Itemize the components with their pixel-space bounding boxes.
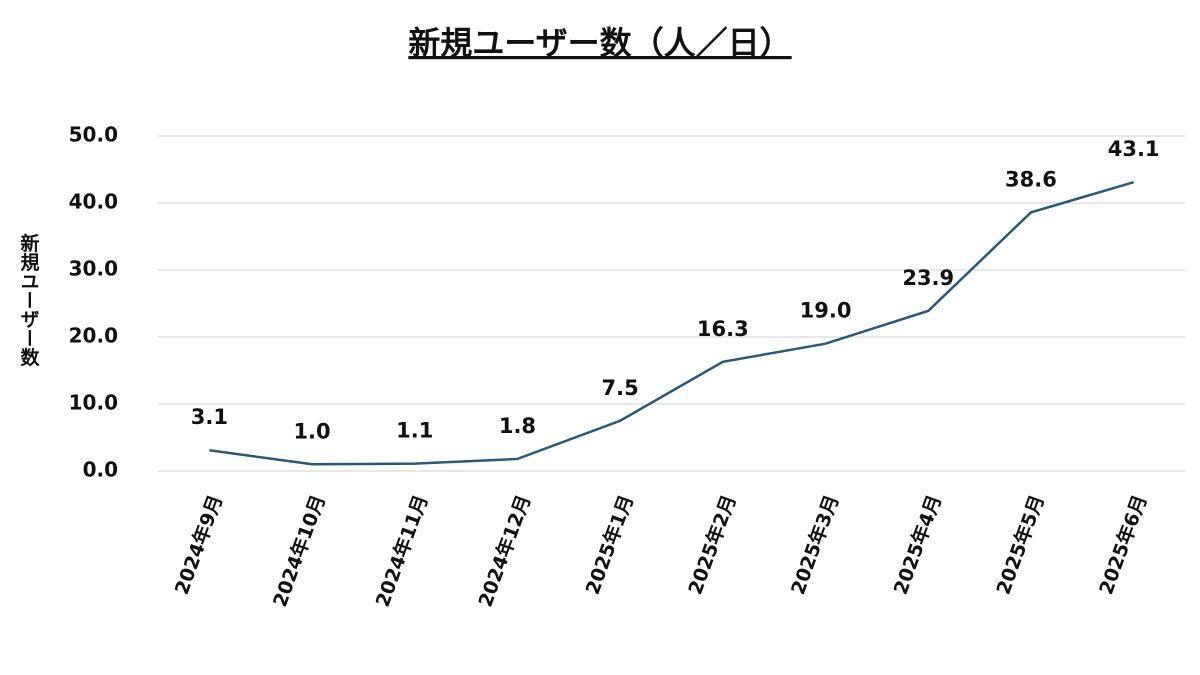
- y-axis-label: 新規ユーザー数: [18, 232, 40, 367]
- x-tick-label: 2024年9月: [170, 492, 227, 598]
- data-label: 1.0: [293, 419, 330, 443]
- x-tick-label: 2025年3月: [786, 492, 843, 598]
- y-tick-label: 50.0: [69, 123, 118, 147]
- y-tick-label: 30.0: [69, 257, 118, 281]
- data-label: 43.1: [1108, 137, 1160, 161]
- data-label: 1.1: [396, 419, 433, 443]
- data-label: 3.1: [191, 405, 228, 429]
- data-label: 7.5: [602, 376, 639, 400]
- chart-title: 新規ユーザー数（人／日）: [408, 24, 791, 62]
- data-label: 38.6: [1005, 167, 1057, 191]
- y-tick-label: 40.0: [69, 190, 118, 214]
- data-label: 19.0: [800, 299, 852, 323]
- x-tick-label: 2025年2月: [683, 492, 740, 598]
- y-tick-label: 0.0: [83, 458, 118, 482]
- x-tick-label: 2024年10月: [268, 492, 330, 610]
- data-label: 1.8: [499, 414, 536, 438]
- x-tick-label: 2025年5月: [992, 492, 1049, 598]
- x-tick-label: 2024年11月: [371, 492, 433, 610]
- x-tick-label: 2025年4月: [889, 492, 946, 598]
- line: [209, 181, 1135, 466]
- y-tick-label: 10.0: [69, 391, 118, 415]
- x-tick-label: 2024年12月: [474, 492, 536, 610]
- data-label: 16.3: [697, 317, 749, 341]
- x-tick-label: 2025年6月: [1094, 492, 1151, 598]
- data-label: 23.9: [902, 266, 954, 290]
- x-tick-label: 2025年1月: [581, 492, 638, 598]
- y-tick-label: 20.0: [69, 324, 118, 348]
